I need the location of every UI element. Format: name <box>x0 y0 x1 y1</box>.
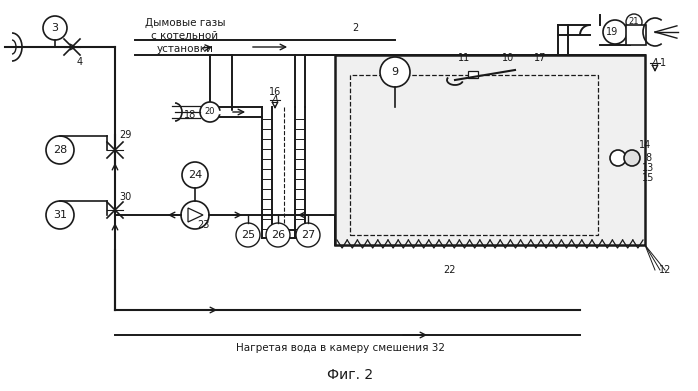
Text: 22: 22 <box>444 265 456 275</box>
Circle shape <box>610 150 626 166</box>
Text: 23: 23 <box>197 220 209 230</box>
Text: 1: 1 <box>660 58 666 68</box>
Text: 25: 25 <box>241 230 255 240</box>
Text: 13: 13 <box>642 163 654 173</box>
Circle shape <box>182 162 208 188</box>
Bar <box>626 25 646 45</box>
Circle shape <box>181 201 209 229</box>
Text: 9: 9 <box>392 67 399 77</box>
Text: 29: 29 <box>119 130 131 140</box>
Text: 3: 3 <box>52 23 59 33</box>
Text: Дымовые газы
с котельной
установки: Дымовые газы с котельной установки <box>144 18 225 54</box>
Circle shape <box>46 136 74 164</box>
Text: A: A <box>652 58 658 68</box>
Circle shape <box>236 223 260 247</box>
Circle shape <box>626 14 642 30</box>
Circle shape <box>200 102 220 122</box>
Text: 26: 26 <box>271 230 285 240</box>
Circle shape <box>380 57 410 87</box>
Text: 16: 16 <box>269 87 281 97</box>
Circle shape <box>46 201 74 229</box>
Text: 18: 18 <box>184 110 196 120</box>
Text: 28: 28 <box>53 145 67 155</box>
Text: 24: 24 <box>188 170 202 180</box>
Circle shape <box>43 16 67 40</box>
Bar <box>350 75 598 235</box>
Text: 12: 12 <box>659 265 671 275</box>
Text: 8: 8 <box>645 153 651 163</box>
Text: 21: 21 <box>629 18 639 27</box>
Text: 15: 15 <box>642 173 654 183</box>
Text: 30: 30 <box>119 192 131 202</box>
Text: 4: 4 <box>77 57 83 67</box>
Bar <box>335 55 645 245</box>
Text: 10: 10 <box>502 53 514 63</box>
Text: Нагретая вода в камеру смешения 32: Нагретая вода в камеру смешения 32 <box>235 343 445 353</box>
Text: 20: 20 <box>205 108 215 117</box>
Circle shape <box>624 150 640 166</box>
Circle shape <box>296 223 320 247</box>
Circle shape <box>603 20 627 44</box>
Text: A: A <box>272 95 279 105</box>
Circle shape <box>266 223 290 247</box>
Text: 31: 31 <box>53 210 67 220</box>
Text: 14: 14 <box>639 140 651 150</box>
Text: 19: 19 <box>606 27 618 37</box>
Text: 11: 11 <box>458 53 470 63</box>
Bar <box>468 71 478 78</box>
Text: 2: 2 <box>352 23 358 33</box>
Text: 17: 17 <box>534 53 547 63</box>
Text: Фиг. 2: Фиг. 2 <box>327 368 373 382</box>
Text: 27: 27 <box>301 230 315 240</box>
